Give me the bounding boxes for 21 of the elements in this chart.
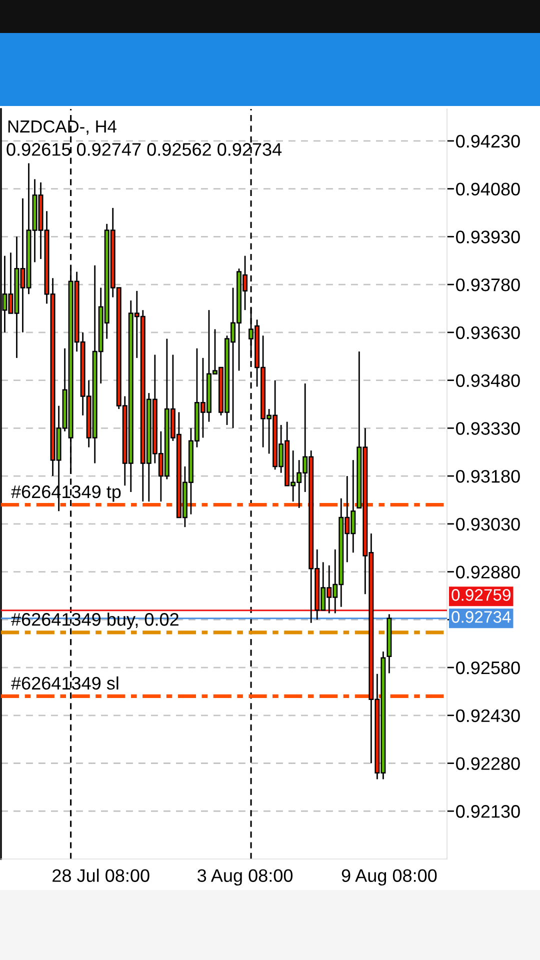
y-tick-label: 0.92280: [456, 757, 520, 770]
y-tick-label: 0.94080: [456, 182, 520, 196]
y-tick-label: 0.92430: [456, 709, 520, 722]
y-tick-label: 0.93480: [456, 374, 520, 387]
x-tick-label: 3 Aug 08:00: [198, 869, 293, 886]
y-tick-label: 0.92580: [456, 661, 520, 674]
y-tick-label: 0.92880: [456, 566, 520, 578]
y-tick-label: 0.93330: [456, 422, 520, 435]
text: NZDCAD-, H4: [8, 120, 116, 135]
y-tick-label: 0.94230: [456, 134, 520, 148]
y-tick-label: 0.93930: [456, 230, 520, 244]
x-tick-label: 28 Jul 08:00: [52, 868, 150, 882]
y-tick-label: 0.92130: [456, 805, 520, 818]
x-tick-label: 9 Aug 08:00: [342, 869, 437, 886]
ref-line-label: #62641349 sl: [11, 676, 118, 690]
y-tick-label: 0.93180: [456, 470, 520, 483]
y-tick-label: 0.93630: [456, 326, 520, 340]
ref-line-label: 0.92759: [452, 589, 510, 601]
y-tick-label: 0.93780: [456, 278, 520, 292]
y-tick-label: 0.93030: [456, 518, 520, 531]
ref-line-label: 0.92734: [452, 611, 511, 623]
